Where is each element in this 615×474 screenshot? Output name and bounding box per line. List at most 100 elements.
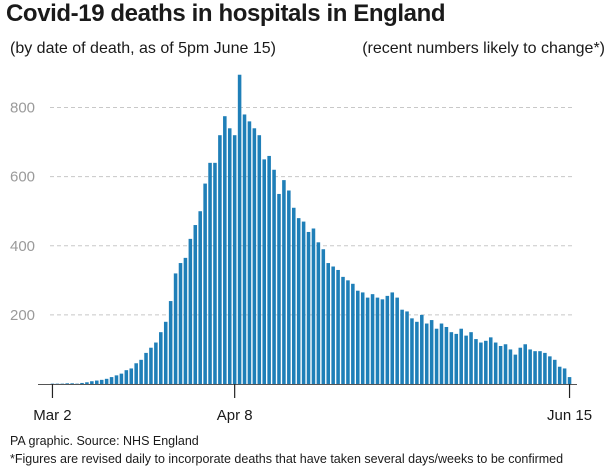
bar <box>85 382 89 384</box>
bar <box>65 383 70 384</box>
bar <box>380 299 385 384</box>
bar <box>154 342 158 384</box>
bar <box>134 363 138 384</box>
bar <box>80 382 84 384</box>
bar <box>316 242 321 384</box>
bar <box>282 180 286 384</box>
bar <box>424 323 429 384</box>
bar <box>301 221 306 384</box>
bar <box>454 333 459 384</box>
bar <box>119 373 124 384</box>
bar <box>351 283 355 384</box>
bar <box>95 380 99 384</box>
chart-subtitle: (by date of death, as of 5pm June 15) <box>10 40 276 57</box>
footnote: *Figures are revised daily to incorporat… <box>10 452 564 466</box>
bar <box>493 342 498 384</box>
bar <box>326 263 331 384</box>
bar <box>523 344 527 384</box>
bar <box>533 351 537 384</box>
bar <box>188 238 193 384</box>
bar <box>168 301 173 384</box>
bar <box>434 328 439 384</box>
bar <box>99 379 104 384</box>
chart-caveat: (recent numbers likely to change*) <box>362 40 605 57</box>
bar <box>395 297 399 384</box>
y-tick-label: 400 <box>10 238 35 255</box>
bar <box>218 135 222 384</box>
bar <box>321 249 326 384</box>
bar <box>552 359 557 384</box>
bar <box>296 218 301 384</box>
bar <box>356 290 360 384</box>
bar <box>528 349 532 384</box>
bar <box>287 190 291 384</box>
chart-title: Covid-19 deaths in hospitals in England <box>6 0 446 27</box>
bar <box>508 349 513 384</box>
bar <box>257 135 262 384</box>
bar <box>464 335 468 384</box>
bar <box>479 342 483 384</box>
bar <box>488 337 493 384</box>
bar <box>459 328 463 384</box>
bar <box>449 332 454 384</box>
bar <box>173 273 178 384</box>
bar <box>291 207 296 384</box>
bar <box>223 116 227 384</box>
bar <box>484 340 488 384</box>
bar <box>375 297 380 384</box>
y-tick-label: 800 <box>10 100 35 117</box>
bar <box>114 375 119 384</box>
bar <box>178 263 183 384</box>
bar <box>390 292 395 384</box>
bar <box>503 344 508 384</box>
source-note: PA graphic. Source: NHS England <box>10 434 199 448</box>
bar <box>429 320 434 384</box>
bar <box>311 228 316 384</box>
bar <box>567 377 572 384</box>
x-tick-label: Jun 15 <box>547 407 592 424</box>
bar <box>242 114 247 384</box>
bar <box>444 326 449 384</box>
x-tick-label: Apr 8 <box>217 407 253 424</box>
bar <box>538 351 542 384</box>
bar <box>365 297 370 384</box>
bar <box>203 183 207 384</box>
bar <box>360 292 365 384</box>
bar <box>267 155 271 384</box>
bar <box>562 368 567 384</box>
bar <box>277 193 281 384</box>
bar <box>498 345 503 384</box>
bar <box>370 294 375 384</box>
bar <box>410 318 414 384</box>
bar <box>252 128 257 384</box>
bar <box>139 359 143 384</box>
bar <box>144 352 148 384</box>
bar <box>109 377 114 384</box>
bar <box>232 135 237 384</box>
bar <box>306 231 311 384</box>
bar <box>557 366 562 384</box>
bar <box>198 211 202 384</box>
bar <box>474 339 478 384</box>
bar <box>543 352 547 384</box>
bar <box>149 347 153 384</box>
bar <box>193 225 198 384</box>
bar <box>247 121 252 384</box>
bar <box>272 169 276 384</box>
bar <box>469 332 473 384</box>
bar <box>129 368 134 384</box>
bar <box>104 378 109 384</box>
bar-chart: 200 400 600 800 Mar 2 Apr 8 Jun 15 <box>10 74 592 424</box>
bar <box>336 269 340 384</box>
bar <box>183 257 188 384</box>
bar <box>405 311 409 384</box>
bar <box>346 280 350 384</box>
bar <box>400 309 404 384</box>
bar <box>548 356 552 384</box>
bar <box>163 321 168 384</box>
bar <box>415 321 419 384</box>
bar <box>439 323 444 384</box>
bar <box>227 128 232 384</box>
bar <box>341 276 345 384</box>
bar <box>237 74 242 384</box>
